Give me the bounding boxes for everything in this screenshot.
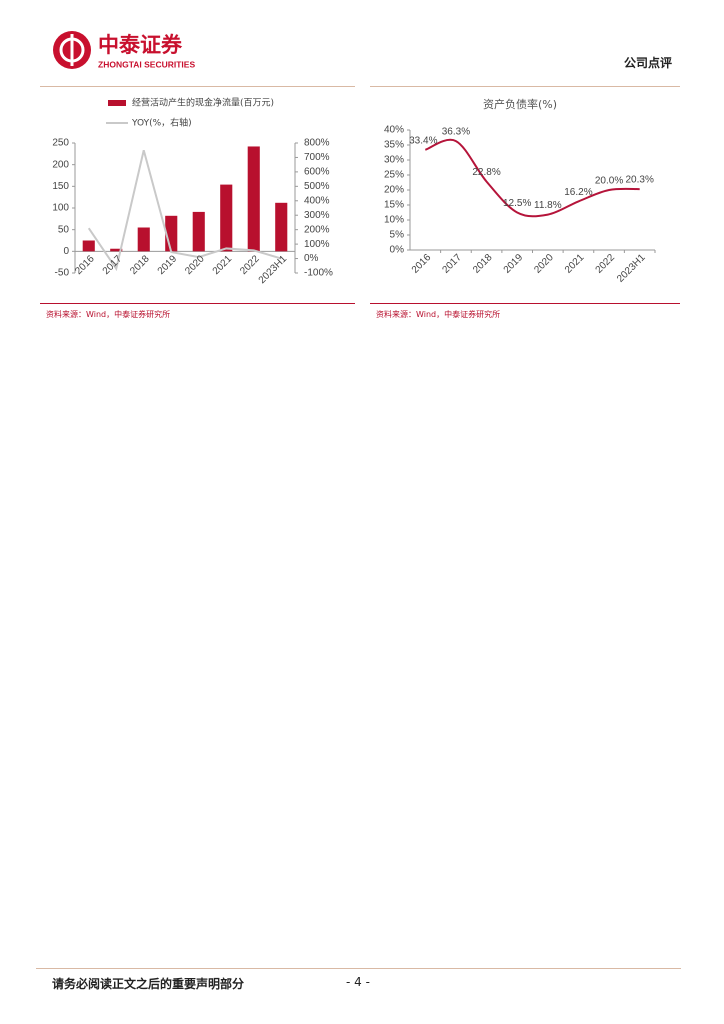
rule [370, 86, 680, 87]
y-tick-label: 100 [52, 203, 69, 214]
y2-tick-label: 700% [304, 152, 330, 163]
page-number: - 4 - [346, 975, 370, 989]
disclaimer: 请务必阅读正文之后的重要声明部分 [52, 977, 245, 991]
y2-tick-label: 400% [304, 195, 330, 206]
x-tick-label: 2021 [211, 253, 235, 277]
x-tick-label: 2016 [73, 253, 97, 277]
y-tick-label: 25% [384, 170, 404, 181]
data-label: 20.0% [595, 176, 623, 187]
x-tick-label: 2022 [238, 253, 262, 277]
data-label: 22.8% [472, 167, 500, 178]
rule [40, 303, 355, 304]
bar [220, 184, 233, 252]
rule [370, 303, 680, 304]
y2-tick-label: 100% [304, 239, 330, 250]
y-tick-label: 150 [52, 181, 69, 192]
y-tick-label: 40% [384, 125, 404, 136]
rule [36, 968, 681, 969]
line [87, 149, 282, 272]
y-tick-label: 50 [58, 224, 70, 235]
x-tick-label: 2019 [502, 252, 526, 276]
y-tick-label: 0 [63, 246, 69, 257]
y-tick-label: 20% [384, 185, 404, 196]
y2-tick-label: 600% [304, 167, 330, 178]
bar [82, 240, 95, 252]
data-label: 11.8% [534, 200, 562, 211]
x-tick-label: 2022 [594, 252, 618, 276]
x-tick-label: 2023H1 [615, 252, 648, 285]
y-tick-label: 0% [390, 245, 405, 256]
y-tick-label: 35% [384, 140, 404, 151]
y-tick-label: 30% [384, 155, 404, 166]
x-tick-label: 2023H1 [257, 253, 290, 286]
data-label: 36.3% [442, 127, 470, 138]
y2-tick-label: 800% [304, 138, 330, 149]
x-tick-label: 2020 [183, 253, 207, 277]
y-tick-label: 5% [390, 230, 405, 241]
source: 资料来源：Wind，中泰证券研究所 [46, 310, 171, 319]
bar [192, 211, 205, 252]
chart: -50 0 50 100 150 200 250 -100% 0% 100% 200% 300% 400… [52, 97, 333, 287]
chart: 资产负债率(%) 0% 5% 10% 15% 20% 25% 30% 35% 40% 33.4% 36… [384, 97, 656, 285]
source: 资料来源：Wind，中泰证券研究所 [376, 310, 501, 319]
legend-label: YOY(%，右轴) [131, 117, 192, 129]
brand: 中泰证券 [98, 33, 183, 57]
x-tick-label: 2017 [440, 252, 464, 276]
x-tick-label: 2019 [156, 253, 180, 277]
y2-tick-label: 0% [304, 253, 319, 264]
bar [137, 227, 150, 252]
y-tick-label: 200 [52, 159, 69, 170]
data-label: 16.2% [564, 187, 592, 198]
logo: 中泰证券 ZHONGTAI SECURITIES [53, 31, 195, 69]
brand-en: ZHONGTAI SECURITIES [98, 59, 195, 69]
y-tick-label: -50 [55, 268, 70, 279]
data-label: 33.4% [409, 135, 437, 146]
line [424, 138, 640, 218]
y2-tick-label: 200% [304, 224, 330, 235]
bar [247, 146, 260, 252]
bar [110, 248, 123, 252]
y2-tick-label: 300% [304, 210, 330, 221]
section-label: 公司点评 [623, 56, 672, 70]
legend-swatch [108, 100, 126, 106]
y2-tick-label: 500% [304, 181, 330, 192]
legend-label: 经营活动产生的现金净流量(百万元) [132, 97, 274, 109]
x-tick-label: 2018 [471, 252, 495, 276]
rule [40, 86, 355, 87]
x-tick-label: 2018 [128, 253, 152, 277]
y-tick-label: 15% [384, 200, 404, 211]
x-tick-label: 2016 [410, 252, 434, 276]
y-tick-label: 250 [52, 138, 69, 149]
y2-tick-label: -100% [304, 268, 333, 279]
x-tick-label: 2020 [532, 252, 556, 276]
data-label: 12.5% [503, 198, 531, 209]
x-tick-label: 2021 [563, 252, 587, 276]
y-tick-label: 10% [384, 215, 404, 226]
data-label: 20.3% [626, 175, 654, 186]
chart-title: 资产负债率(%) [483, 97, 557, 111]
bar [275, 202, 288, 252]
x-tick-label: 2017 [101, 253, 125, 277]
